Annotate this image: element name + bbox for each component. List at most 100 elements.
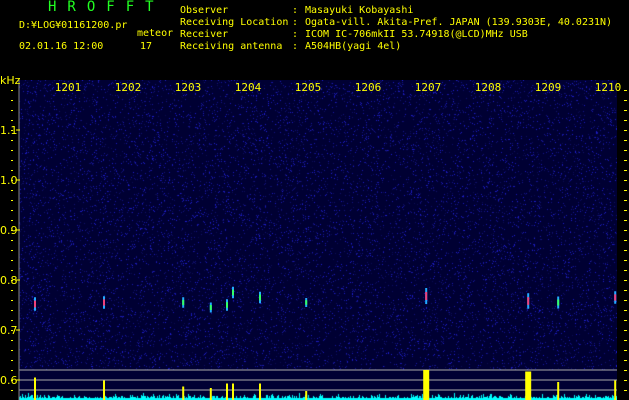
echo-count-bar [34, 377, 36, 400]
y-right-tick [624, 230, 627, 231]
x-tick-label: 1208 [475, 81, 502, 94]
y-right-tick [624, 320, 627, 321]
y-minor-tick [11, 330, 13, 331]
meteor-echo-core [614, 294, 617, 301]
receiver-value: ICOM IC-706mkII 53.74918(@LCD)MHz USB [305, 29, 528, 40]
y-right-tick [624, 350, 627, 351]
x-tick-label: 1207 [415, 81, 442, 94]
echo-count-bar [305, 391, 308, 400]
y-right-tick [624, 370, 627, 371]
y-right-tick [624, 280, 627, 281]
y-right-tick [624, 90, 627, 91]
y-minor-tick [11, 90, 13, 91]
sep: : [292, 29, 299, 40]
location-value: Ogata-vill. Akita-Pref. JAPAN (139.9303E… [305, 17, 613, 28]
meteor-echo-core [557, 299, 560, 306]
y-right-tick [624, 250, 627, 251]
sep: : [292, 17, 299, 28]
y-minor-tick [11, 230, 13, 231]
y-minor-tick [11, 210, 13, 211]
echo-count-bar [226, 383, 228, 400]
y-minor-tick [11, 310, 13, 311]
meteor-echo-core [425, 292, 428, 300]
y-minor-tick [11, 120, 13, 121]
file-path: D:¥LOG¥01161200.pr [19, 20, 128, 31]
y-minor-tick [11, 140, 13, 141]
y-right-tick [624, 180, 627, 181]
y-minor-tick [11, 360, 13, 361]
echo-count-bar [614, 380, 617, 400]
y-right-tick [624, 380, 627, 381]
echo-count-bar [232, 383, 234, 400]
y-minor-tick [11, 350, 13, 351]
y-right-tick [624, 310, 627, 311]
y-right-tick [624, 110, 627, 111]
y-minor-tick [11, 320, 13, 321]
echo-count-bar [423, 370, 430, 400]
y-minor-tick [11, 150, 13, 151]
y-minor-tick [11, 390, 13, 391]
meteor-echo-core [34, 300, 36, 308]
x-tick-label: 1202 [115, 81, 142, 94]
y-tick-label: 1.1 [0, 124, 18, 137]
y-right-tick [624, 130, 627, 131]
echo-count-bar [557, 382, 560, 400]
antenna-label: Receiving antenna [180, 41, 283, 52]
y-right-tick [624, 210, 627, 211]
sep: : [292, 5, 299, 16]
datetime: 02.01.16 12:00 [19, 41, 104, 52]
y-right-tick [624, 120, 627, 121]
y-minor-tick [11, 270, 13, 271]
echo-count: 17 [140, 41, 153, 52]
echo-count-bar [209, 388, 212, 400]
y-right-tick [624, 190, 627, 191]
y-minor-tick [11, 340, 13, 341]
y-right-tick [624, 100, 627, 101]
y-right-tick [624, 260, 627, 261]
y-tick-label: 0.9 [0, 224, 18, 237]
y-minor-tick [11, 370, 13, 371]
y-right-tick [624, 170, 627, 171]
meteor-echo-core [232, 289, 234, 296]
mode-label: meteor [137, 28, 174, 39]
x-tick-label: 1205 [295, 81, 322, 94]
meteor-echo-core [226, 302, 228, 308]
antenna-value: A504HB(yagi 4el) [305, 41, 402, 52]
meteor-echo-core [209, 305, 212, 310]
y-minor-tick [11, 250, 13, 251]
y-right-tick [624, 220, 627, 221]
y-minor-tick [11, 130, 13, 131]
echo-count-bar [259, 383, 261, 400]
y-right-tick [624, 360, 627, 361]
y-minor-tick [11, 190, 13, 191]
y-tick-label: 1.0 [0, 174, 18, 187]
y-right-tick [624, 150, 627, 151]
x-tick-label: 1204 [235, 81, 262, 94]
y-right-tick [624, 340, 627, 341]
meteor-echo-core [305, 300, 308, 305]
x-tick-label: 1201 [55, 81, 82, 94]
y-minor-tick [11, 170, 13, 171]
x-tick-label: 1210 [595, 81, 622, 94]
observer-label: Observer [180, 5, 229, 16]
y-right-tick [624, 140, 627, 141]
x-tick-label: 1203 [175, 81, 202, 94]
echo-count-bar [103, 380, 105, 400]
y-minor-tick [11, 380, 13, 381]
x-tick-label: 1206 [355, 81, 382, 94]
y-tick-label: 0.7 [0, 324, 18, 337]
y-right-tick [624, 270, 627, 271]
y-minor-tick [11, 300, 13, 301]
meteor-echo-core [527, 297, 530, 305]
y-minor-tick [11, 240, 13, 241]
y-minor-tick [11, 180, 13, 181]
location-label: Receiving Location [180, 17, 289, 28]
y-minor-tick [11, 280, 13, 281]
meteor-echo-core [103, 299, 105, 306]
y-tick-label: 0.6 [0, 374, 18, 387]
y-right-tick [624, 240, 627, 241]
y-minor-tick [11, 260, 13, 261]
y-right-tick [624, 290, 627, 291]
